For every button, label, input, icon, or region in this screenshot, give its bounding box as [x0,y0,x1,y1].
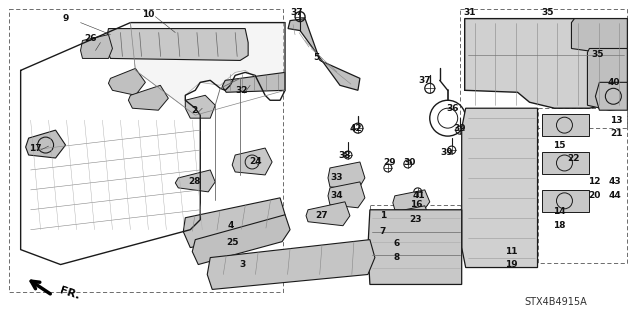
Polygon shape [461,108,538,268]
Polygon shape [183,198,285,248]
Text: 40: 40 [607,78,620,87]
Text: 14: 14 [553,207,566,216]
Text: 36: 36 [447,104,459,113]
Text: 8: 8 [394,253,400,262]
Polygon shape [106,29,248,60]
Text: 20: 20 [588,191,600,200]
Text: 29: 29 [383,159,396,167]
Polygon shape [572,19,627,52]
Text: 12: 12 [588,177,601,186]
Polygon shape [207,240,375,289]
Polygon shape [328,162,365,190]
Text: 17: 17 [29,144,42,152]
Text: 44: 44 [609,191,621,200]
Text: 18: 18 [553,221,566,230]
Text: 11: 11 [506,247,518,256]
Polygon shape [328,182,365,208]
Text: 41: 41 [412,191,425,200]
Polygon shape [393,190,430,212]
Polygon shape [288,19,360,90]
Text: 42: 42 [349,124,362,133]
Polygon shape [186,95,215,118]
Text: 26: 26 [84,34,97,43]
Polygon shape [588,48,627,110]
Text: 21: 21 [610,129,623,137]
Text: 1: 1 [380,211,386,220]
Polygon shape [541,190,589,212]
Text: 34: 34 [331,191,343,200]
Text: 37: 37 [291,8,303,17]
Text: 33: 33 [331,174,343,182]
Polygon shape [393,206,430,228]
Polygon shape [192,215,290,264]
Text: 7: 7 [380,227,386,236]
Text: 43: 43 [609,177,621,186]
Polygon shape [175,170,215,192]
Bar [370,205,460,285]
Text: 19: 19 [505,260,518,269]
Text: 38: 38 [339,151,351,160]
Polygon shape [232,148,272,175]
Text: 37: 37 [419,76,431,85]
Text: 6: 6 [394,239,400,248]
Polygon shape [541,152,589,174]
Bar [460,9,627,128]
Text: 16: 16 [410,200,422,209]
Text: 10: 10 [142,10,155,19]
Text: 22: 22 [567,153,580,162]
Text: 23: 23 [410,215,422,224]
Polygon shape [595,82,627,110]
Text: 4: 4 [228,221,234,230]
Polygon shape [81,34,113,58]
Text: 3: 3 [239,260,245,269]
Text: 2: 2 [191,106,197,115]
Text: 5: 5 [313,53,319,62]
Polygon shape [306,202,350,226]
Text: 27: 27 [316,211,328,220]
Text: 15: 15 [553,141,566,150]
Polygon shape [131,23,285,115]
Polygon shape [465,19,627,108]
Polygon shape [222,72,285,92]
Polygon shape [541,114,589,136]
Polygon shape [368,210,461,285]
Text: 28: 28 [188,177,200,186]
Text: 30: 30 [404,159,416,167]
Text: 35: 35 [541,8,554,17]
Polygon shape [108,68,145,95]
Text: 31: 31 [463,8,476,17]
Polygon shape [129,85,168,110]
Text: 25: 25 [226,238,239,247]
Text: 35: 35 [591,50,604,59]
Text: 9: 9 [62,14,68,23]
Text: 24: 24 [249,158,262,167]
Text: STX4B4915A: STX4B4915A [524,297,587,307]
Bar [538,108,627,263]
Text: 32: 32 [235,86,248,95]
Text: 13: 13 [610,116,623,125]
Text: FR.: FR. [59,286,81,301]
Text: 39: 39 [440,147,453,157]
Bar [9,9,283,293]
Polygon shape [26,130,65,158]
Text: 39: 39 [453,124,466,133]
